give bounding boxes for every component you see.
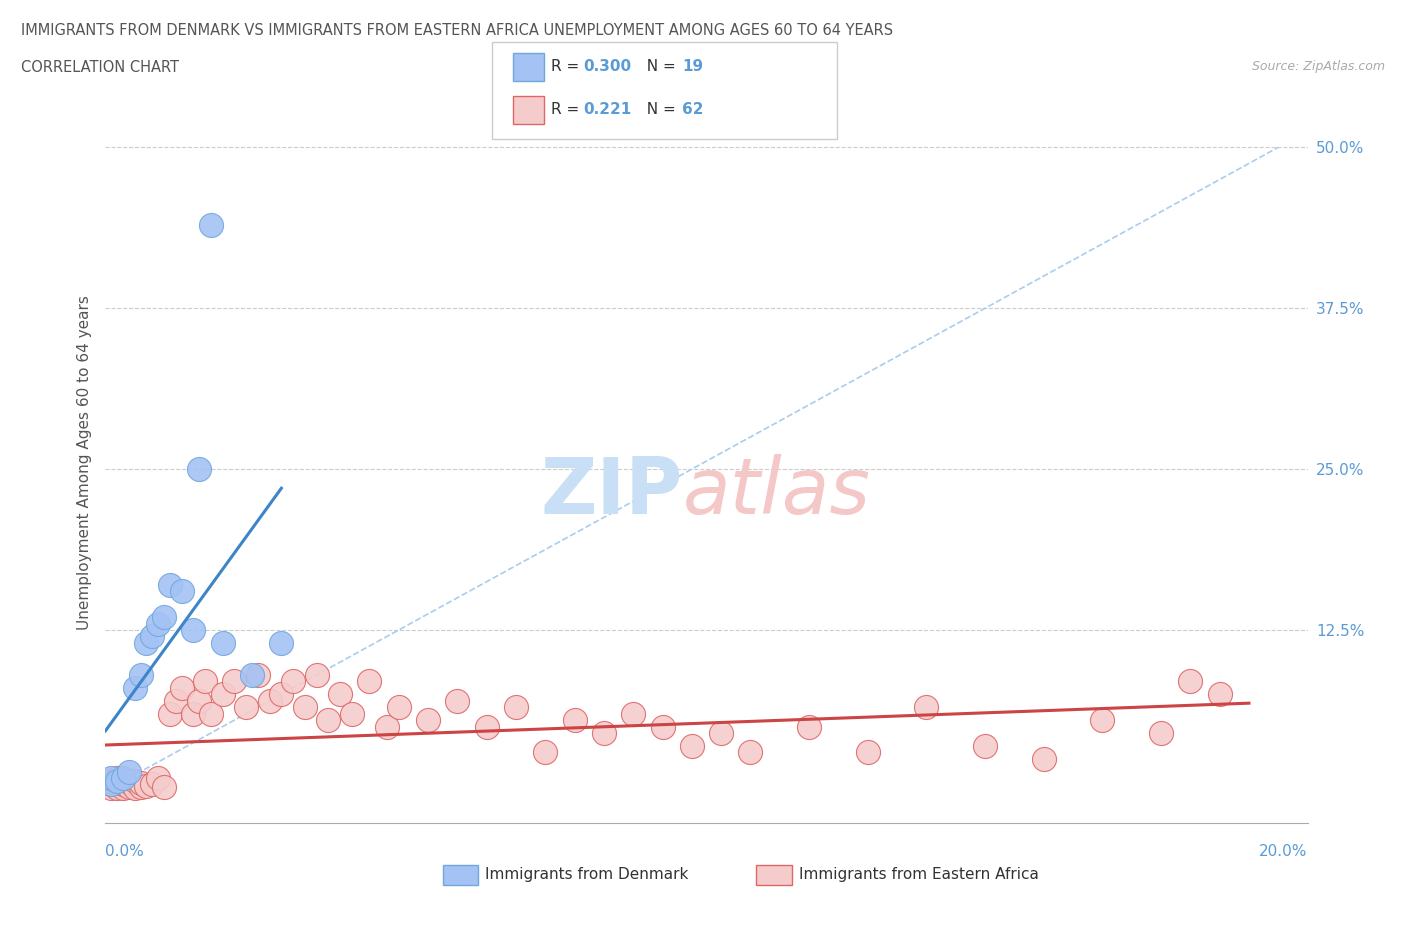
Point <box>183 622 205 637</box>
Text: R =: R = <box>551 60 585 74</box>
Point <box>112 777 135 791</box>
Point <box>1208 687 1230 702</box>
Point <box>240 668 263 683</box>
Point <box>305 668 328 683</box>
Text: atlas: atlas <box>682 454 870 529</box>
Y-axis label: Unemployment Among Ages 60 to 64 years: Unemployment Among Ages 60 to 64 years <box>76 295 91 631</box>
Point <box>246 668 269 683</box>
Text: Immigrants from Eastern Africa: Immigrants from Eastern Africa <box>799 867 1039 882</box>
Point <box>129 776 152 790</box>
Point <box>651 719 673 734</box>
Point <box>118 764 141 779</box>
Point <box>534 745 557 760</box>
Point <box>100 777 122 791</box>
Point <box>100 777 122 791</box>
Point <box>100 781 122 796</box>
Point <box>211 687 233 702</box>
Point <box>183 706 205 721</box>
Point <box>621 706 644 721</box>
Point <box>270 687 292 702</box>
Point <box>388 699 411 714</box>
Text: IMMIGRANTS FROM DENMARK VS IMMIGRANTS FROM EASTERN AFRICA UNEMPLOYMENT AMONG AGE: IMMIGRANTS FROM DENMARK VS IMMIGRANTS FR… <box>21 23 893 38</box>
Point <box>188 694 211 709</box>
Point <box>112 771 135 786</box>
Point <box>170 681 193 696</box>
Text: N =: N = <box>637 60 681 74</box>
Point <box>194 674 217 689</box>
Point <box>200 217 222 232</box>
Point <box>118 779 141 794</box>
Text: N =: N = <box>637 102 681 117</box>
Text: 0.0%: 0.0% <box>105 844 145 859</box>
Point <box>124 781 146 796</box>
Point <box>475 719 498 734</box>
Text: 20.0%: 20.0% <box>1260 844 1308 859</box>
Point <box>159 706 181 721</box>
Point <box>124 773 146 788</box>
Text: 0.300: 0.300 <box>583 60 631 74</box>
Point <box>259 694 281 709</box>
Point <box>564 712 586 727</box>
Point <box>188 461 211 476</box>
Point <box>141 629 163 644</box>
Point <box>159 578 181 592</box>
Point <box>153 610 176 625</box>
Point <box>681 738 703 753</box>
Point <box>416 712 439 727</box>
Point <box>135 778 157 793</box>
Point <box>224 674 246 689</box>
Point <box>329 687 352 702</box>
Point <box>797 719 820 734</box>
Point <box>593 725 616 740</box>
Point <box>1180 674 1202 689</box>
Point <box>200 706 222 721</box>
Text: Source: ZipAtlas.com: Source: ZipAtlas.com <box>1251 60 1385 73</box>
Point <box>316 712 339 727</box>
Point <box>446 694 468 709</box>
Text: 62: 62 <box>682 102 703 117</box>
Point <box>375 719 398 734</box>
Text: Immigrants from Denmark: Immigrants from Denmark <box>485 867 689 882</box>
Point <box>359 674 381 689</box>
Point <box>170 584 193 599</box>
Point <box>211 635 233 650</box>
Point <box>153 779 176 794</box>
Point <box>112 773 135 788</box>
Point <box>105 781 128 796</box>
Text: CORRELATION CHART: CORRELATION CHART <box>21 60 179 75</box>
Point <box>165 694 187 709</box>
Point <box>118 775 141 790</box>
Point <box>505 699 527 714</box>
Point <box>100 773 122 788</box>
Point <box>141 777 163 791</box>
Text: ZIP: ZIP <box>540 454 682 529</box>
Point <box>105 777 128 791</box>
Point <box>974 738 997 753</box>
Point <box>340 706 363 721</box>
Point <box>294 699 316 714</box>
Point <box>148 771 170 786</box>
Point <box>1032 751 1054 766</box>
Text: 19: 19 <box>682 60 703 74</box>
Point <box>100 771 122 786</box>
Point <box>270 635 292 650</box>
Point <box>129 668 152 683</box>
Point <box>856 745 879 760</box>
Point <box>281 674 304 689</box>
Point <box>124 681 146 696</box>
Point <box>148 616 170 631</box>
Point <box>235 699 257 714</box>
Point <box>710 725 733 740</box>
Point <box>1150 725 1173 740</box>
Text: 0.221: 0.221 <box>583 102 631 117</box>
Point <box>105 773 128 788</box>
Text: R =: R = <box>551 102 589 117</box>
Point <box>915 699 938 714</box>
Point <box>129 779 152 794</box>
Point <box>740 745 762 760</box>
Point <box>1091 712 1114 727</box>
Point <box>135 635 157 650</box>
Point <box>105 771 128 786</box>
Point <box>112 781 135 796</box>
